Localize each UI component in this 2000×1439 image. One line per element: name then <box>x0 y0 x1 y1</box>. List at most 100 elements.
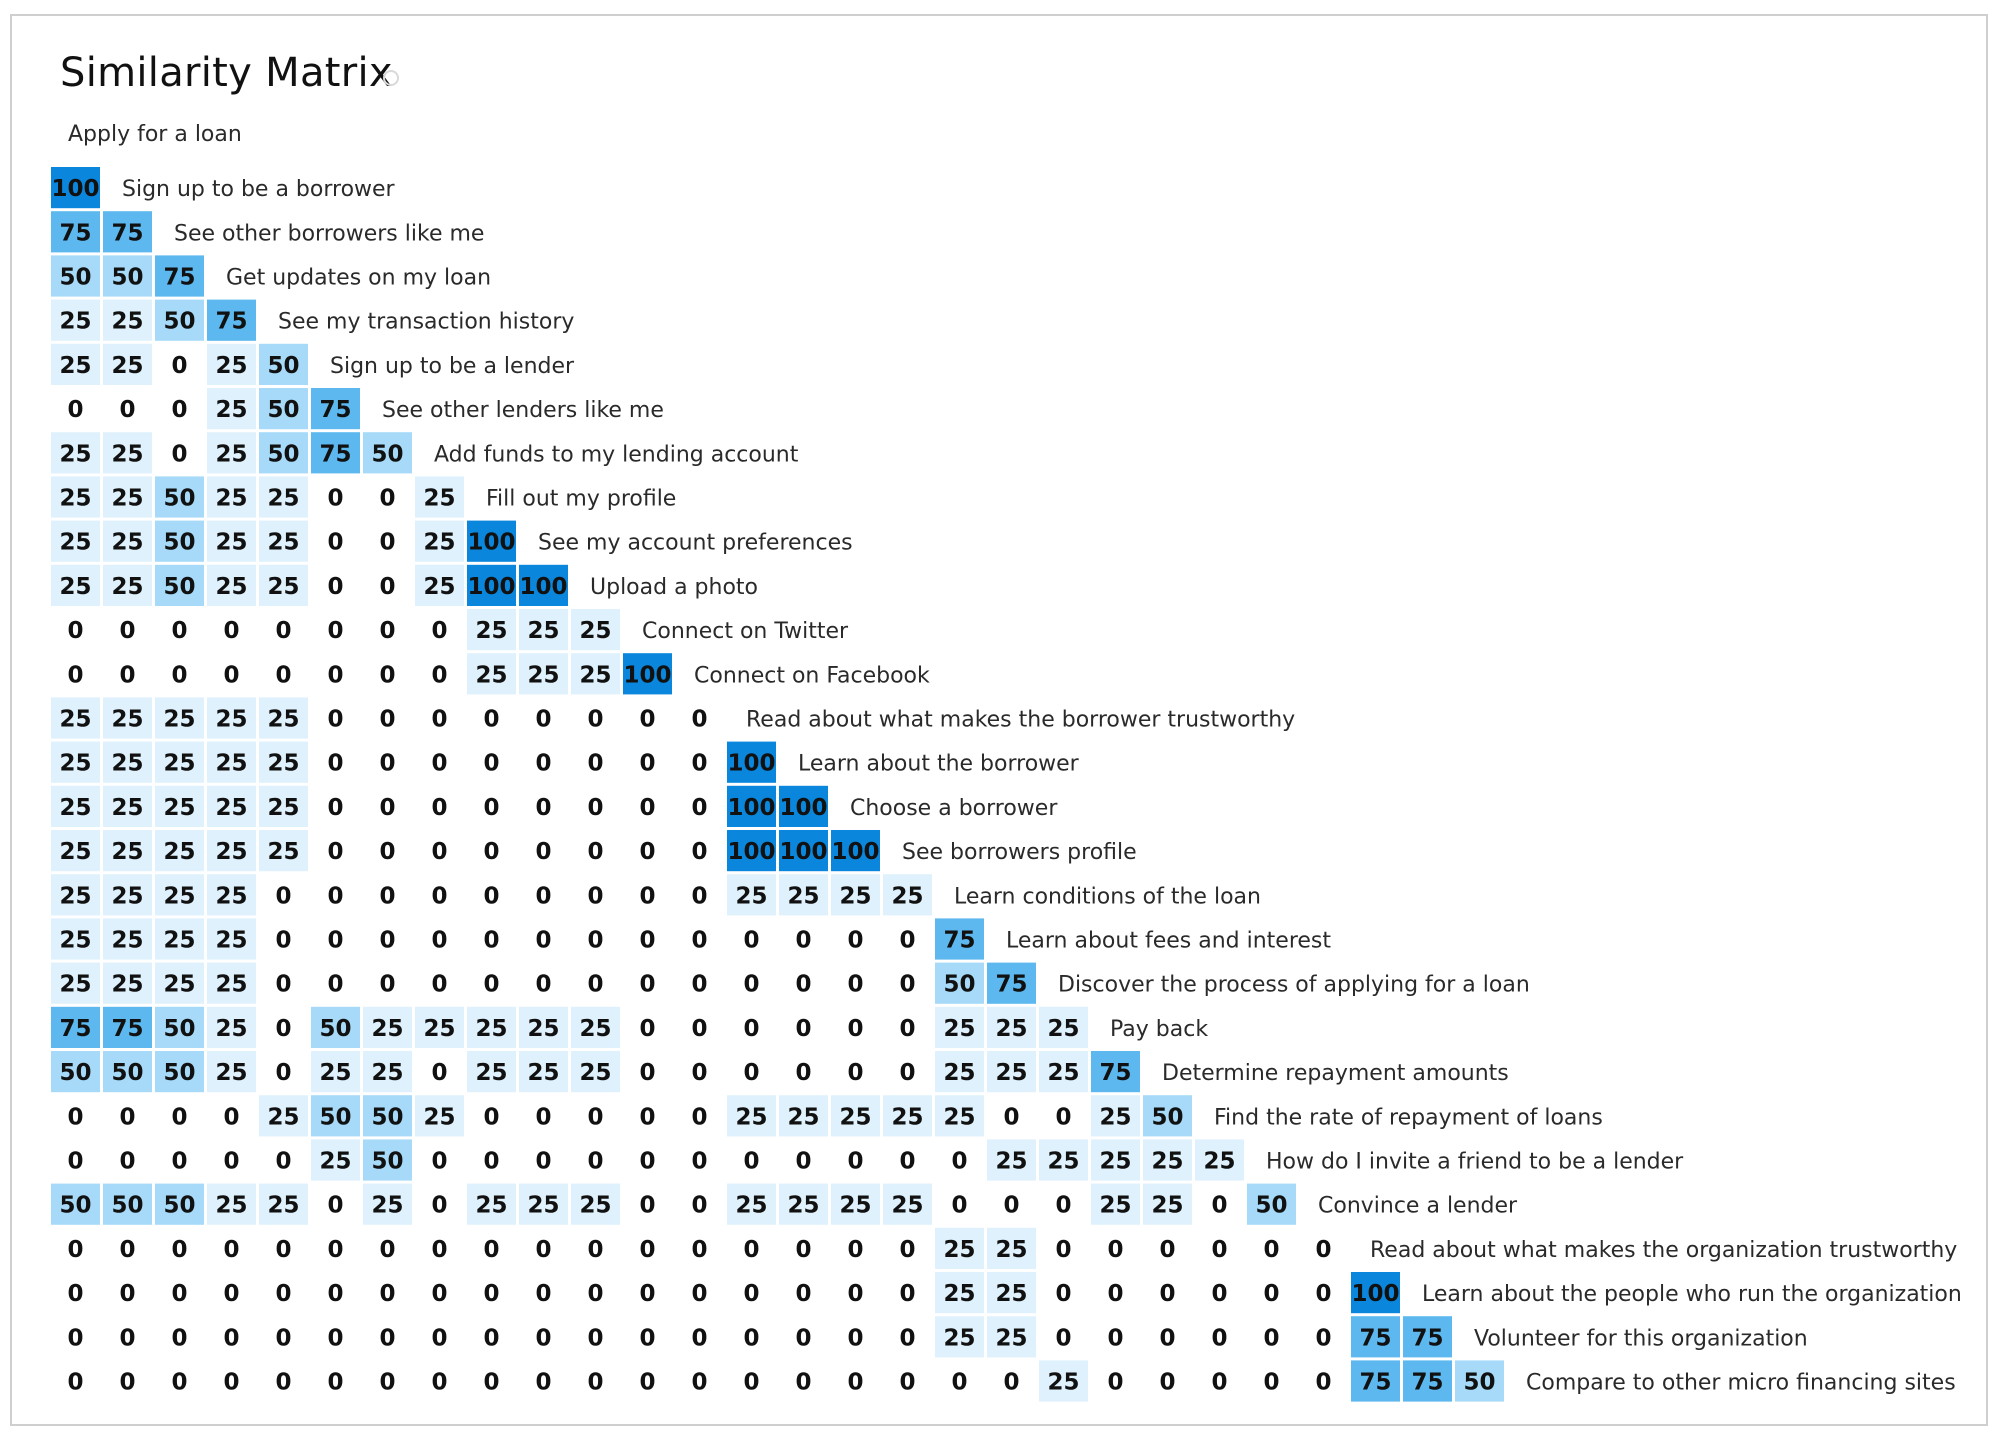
matrix-cell <box>1039 1095 1088 1137</box>
matrix-cell-value: 0 <box>587 1149 603 1175</box>
matrix-cell-value: 100 <box>623 662 671 688</box>
matrix-cell <box>415 918 464 960</box>
matrix-cell-value: 0 <box>171 618 187 644</box>
matrix-cell-value: 0 <box>483 928 499 954</box>
matrix-cell-value: 50 <box>111 265 143 291</box>
matrix-cell-value: 0 <box>535 883 551 909</box>
matrix-cell <box>363 1006 412 1048</box>
matrix-cell-value: 0 <box>1003 1104 1019 1130</box>
matrix-cell <box>623 918 672 960</box>
matrix-cell <box>51 741 100 783</box>
matrix-cell-value: 0 <box>119 1281 135 1307</box>
matrix-cell-value: 0 <box>1315 1237 1331 1263</box>
matrix-cell <box>415 1360 464 1402</box>
row-label-6: See other lenders like me <box>382 398 664 423</box>
matrix-cell-value: 0 <box>1211 1325 1227 1351</box>
matrix-cell <box>883 1095 932 1137</box>
matrix-cell-value: 0 <box>1263 1325 1279 1351</box>
matrix-cell-value: 25 <box>943 1016 975 1042</box>
matrix-cell <box>207 520 256 562</box>
matrix-cell <box>623 1316 672 1358</box>
matrix-cell-value: 0 <box>431 1370 447 1396</box>
matrix-cell <box>415 1139 464 1181</box>
matrix-cell <box>415 1051 464 1093</box>
matrix-cell-value: 25 <box>735 1104 767 1130</box>
matrix-cell <box>831 1272 880 1314</box>
matrix-cell-value: 0 <box>639 751 655 777</box>
matrix-cell-value: 75 <box>1359 1325 1391 1351</box>
matrix-cell <box>155 1006 204 1048</box>
matrix-cell <box>103 432 152 474</box>
matrix-cell <box>1091 1360 1140 1402</box>
matrix-cell <box>727 830 776 872</box>
matrix-cell-value: 0 <box>1263 1370 1279 1396</box>
matrix-cell-value: 0 <box>379 839 395 865</box>
matrix-cell <box>51 1006 100 1048</box>
matrix-cell-value: 0 <box>535 1237 551 1263</box>
matrix-cell <box>623 874 672 916</box>
matrix-cell <box>207 1006 256 1048</box>
row-label-25: Read about what makes the organization t… <box>1370 1238 1957 1263</box>
refresh-icon[interactable] <box>383 70 399 86</box>
matrix-cell-value: 0 <box>483 1237 499 1263</box>
matrix-cell-value: 0 <box>1159 1281 1175 1307</box>
matrix-cell-value: 75 <box>1099 1060 1131 1086</box>
matrix-cell <box>51 1183 100 1225</box>
matrix-cell-value: 100 <box>831 839 879 865</box>
matrix-cell-value: 25 <box>1099 1193 1131 1219</box>
matrix-cell-value: 0 <box>431 839 447 865</box>
matrix-cell-value: 0 <box>327 574 343 600</box>
matrix-cell-value: 25 <box>527 662 559 688</box>
matrix-cell <box>103 653 152 695</box>
matrix-cell-value: 0 <box>327 707 343 733</box>
matrix-cell <box>415 609 464 651</box>
matrix-cell <box>935 1095 984 1137</box>
matrix-cell-value: 0 <box>691 1281 707 1307</box>
matrix-cell-value: 0 <box>743 1281 759 1307</box>
matrix-cell <box>623 1227 672 1269</box>
matrix-cell <box>363 1183 412 1225</box>
matrix-cell <box>155 388 204 430</box>
matrix-cell <box>1247 1183 1296 1225</box>
matrix-cell <box>103 1051 152 1093</box>
matrix-cell <box>103 1360 152 1402</box>
matrix-cell <box>1195 1360 1244 1402</box>
matrix-cell-value: 25 <box>1203 1149 1235 1175</box>
matrix-cell <box>1351 1360 1400 1402</box>
matrix-cell <box>1351 1272 1400 1314</box>
matrix-cell-value: 25 <box>995 1281 1027 1307</box>
matrix-cell-value: 0 <box>795 928 811 954</box>
matrix-cell-value: 0 <box>171 1370 187 1396</box>
matrix-cell-value: 0 <box>67 662 83 688</box>
matrix-cell <box>1455 1360 1504 1402</box>
matrix-cell-value: 25 <box>215 353 247 379</box>
matrix-cell <box>415 1183 464 1225</box>
matrix-cell-value: 0 <box>795 1325 811 1351</box>
matrix-cell <box>311 1183 360 1225</box>
matrix-cell <box>1195 1272 1244 1314</box>
matrix-cell-value: 0 <box>639 839 655 865</box>
matrix-cell <box>1091 1183 1140 1225</box>
matrix-cell-value: 0 <box>327 1237 343 1263</box>
matrix-cell-value: 25 <box>1151 1193 1183 1219</box>
matrix-cell <box>779 785 828 827</box>
matrix-cell-value: 0 <box>639 795 655 821</box>
matrix-cell-value: 100 <box>467 574 515 600</box>
matrix-cell-value: 25 <box>267 530 299 556</box>
matrix-cell <box>987 1227 1036 1269</box>
matrix-cell <box>779 874 828 916</box>
matrix-cell-value: 0 <box>431 1060 447 1086</box>
matrix-cell <box>259 1360 308 1402</box>
matrix-cell-value: 25 <box>215 707 247 733</box>
matrix-cell-value: 25 <box>111 530 143 556</box>
matrix-cell-value: 25 <box>787 1193 819 1219</box>
matrix-cell <box>779 1227 828 1269</box>
matrix-cell-value: 0 <box>691 1016 707 1042</box>
matrix-cell <box>207 476 256 518</box>
matrix-cell <box>1039 1227 1088 1269</box>
matrix-cell <box>259 918 308 960</box>
matrix-cell-value: 50 <box>267 353 299 379</box>
matrix-cell <box>311 520 360 562</box>
matrix-cell-value: 0 <box>483 972 499 998</box>
matrix-cell-value: 0 <box>483 1281 499 1307</box>
